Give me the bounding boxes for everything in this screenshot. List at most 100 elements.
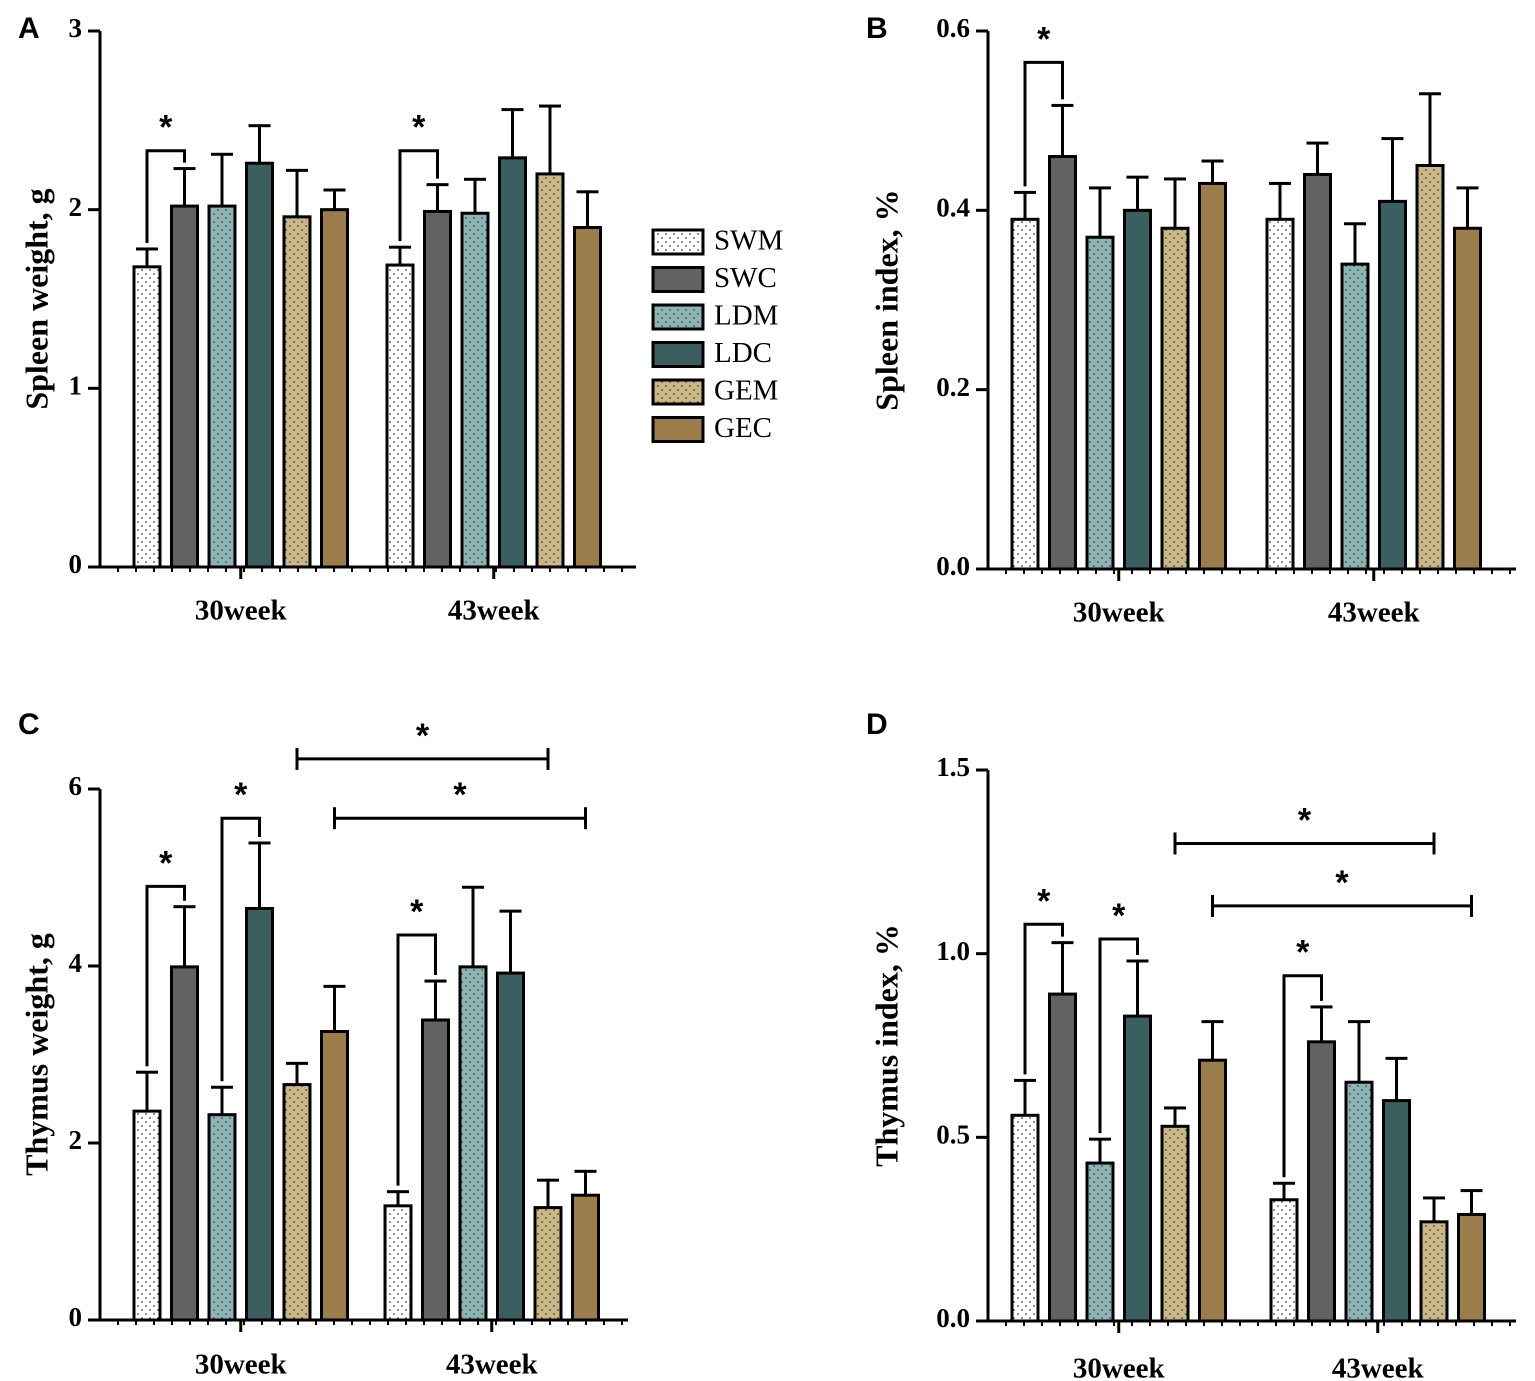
significance-bracket-a [145, 149, 186, 243]
bar-d-ldm-43week [1344, 1080, 1374, 1323]
legend-swatch-ldm [651, 303, 705, 331]
panel-label-c: C [18, 708, 40, 741]
y-tick-label-a: 0 [69, 549, 83, 579]
y-axis-label-a: Spleen weight, g [18, 188, 54, 409]
x-tick-label-d-30week: 30week [1073, 1353, 1166, 1381]
bar-d-swc-43week [1307, 1040, 1336, 1323]
panel-label-a: A [18, 12, 40, 45]
legend-label-ldc: LDC [714, 337, 772, 369]
legend-label-gec: GEC [714, 412, 772, 444]
bar-a-ldm-43week [460, 211, 490, 569]
bar-b-swm-43week [1265, 217, 1295, 571]
bar-c-swc-30week [170, 965, 199, 1322]
bar-a-gem-43week [535, 172, 565, 569]
bar-a-swc-30week [170, 204, 199, 569]
y-tick-label-d: 1.0 [936, 936, 970, 966]
panel-c: C Thymus weight, g 0 2 4 6 30week 43week * * * * * [18, 708, 628, 1381]
x-tick-label-c-30week: 30week [195, 1349, 288, 1381]
legend: SWM SWC LDM LDC GEM GEC [651, 225, 783, 444]
y-tick-label-a: 1 [69, 371, 83, 401]
y-tick-label-a: 3 [69, 13, 83, 43]
y-tick-label-b: 0.2 [936, 372, 970, 402]
panel-a: A Spleen weight, g 0 1 2 3 30week 43week * * [18, 12, 636, 627]
bar-a-gec-30week [320, 208, 349, 569]
panel-d: D Thymus index, % 0.0 0.5 1.0 1.5 30week 43week… [866, 708, 1516, 1381]
x-tick-label-b-43week: 43week [1328, 597, 1421, 629]
significance-bracket-b [1023, 60, 1064, 187]
legend-item-ldm: LDM [651, 300, 778, 332]
bar-c-ldc-43week [496, 971, 525, 1322]
legend-label-gem: GEM [714, 375, 778, 407]
bar-b-gem-30week [1160, 226, 1190, 571]
legend-swatch-gem [651, 378, 705, 406]
significance-star-c: * [453, 776, 467, 814]
y-tick-label-c: 4 [69, 948, 83, 978]
bar-b-ldc-30week [1123, 208, 1152, 571]
x-tick-label-b-30week: 30week [1073, 597, 1166, 629]
y-tick-label-d: 0.0 [936, 1303, 970, 1333]
bar-a-gec-43week [573, 226, 602, 569]
legend-item-ldc: LDC [651, 337, 772, 369]
bar-c-ldm-43week [458, 965, 488, 1322]
significance-bracket-d [1023, 922, 1064, 1075]
significance-star-d: * [1335, 864, 1349, 902]
bar-d-swm-30week [1010, 1113, 1040, 1323]
bar-a-ldc-43week [498, 156, 527, 569]
significance-bracket-d [1282, 974, 1323, 1178]
bar-c-gem-43week [533, 1206, 563, 1322]
bar-a-swc-43week [423, 209, 452, 569]
bar-b-gec-30week [1198, 181, 1227, 571]
bar-d-ldm-30week [1085, 1161, 1115, 1323]
significance-star-d: * [1298, 801, 1312, 839]
bar-c-swm-43week [383, 1204, 413, 1322]
bar-a-gem-30week [282, 215, 312, 569]
bar-b-swc-30week [1048, 155, 1077, 571]
x-tick-label-c-43week: 43week [446, 1349, 539, 1381]
bar-b-ldm-43week [1340, 262, 1370, 571]
significance-bracket-c [396, 933, 437, 1186]
bar-b-gec-43week [1453, 226, 1482, 571]
bar-d-gec-43week [1457, 1212, 1486, 1323]
x-tick-label-d-43week: 43week [1332, 1353, 1425, 1381]
y-tick-label-b: 0.4 [936, 193, 970, 223]
bar-c-gec-43week [571, 1193, 600, 1322]
bar-a-swm-43week [385, 263, 415, 569]
y-tick-label-b: 0.0 [936, 551, 970, 581]
bar-d-gec-30week [1198, 1058, 1227, 1323]
significance-bracket-c [220, 816, 261, 1082]
significance-bracket-c [145, 884, 186, 1067]
significance-star-b: * [1037, 20, 1051, 58]
y-tick-label-a: 2 [69, 192, 83, 222]
y-tick-label-d: 1.5 [936, 752, 970, 782]
significance-star-d: * [1296, 934, 1310, 972]
panel-label-d: D [866, 708, 888, 741]
bar-a-ldc-30week [245, 161, 274, 569]
bar-c-swc-43week [421, 1018, 450, 1322]
bar-d-swc-30week [1048, 992, 1077, 1323]
y-tick-label-b: 0.6 [936, 13, 970, 43]
legend-label-ldm: LDM [714, 300, 778, 332]
bar-b-swc-43week [1303, 172, 1332, 571]
significance-bracket-a [398, 149, 439, 242]
legend-swatch-swm [651, 228, 705, 256]
significance-star-d: * [1037, 882, 1051, 920]
significance-star-a: * [159, 109, 173, 147]
legend-swatch-gec [651, 416, 705, 443]
significance-star-c: * [234, 776, 248, 814]
y-axis-label-d: Thymus index, % [868, 924, 904, 1167]
significance-star-a: * [412, 109, 426, 147]
legend-swatch-ldc [651, 341, 705, 368]
bar-c-swm-30week [132, 1109, 162, 1322]
y-tick-label-d: 0.5 [936, 1120, 970, 1150]
panel-b: B Spleen index, % 0.0 0.2 0.4 0.6 30week 43week… [866, 12, 1516, 629]
bar-c-gem-30week [282, 1083, 312, 1322]
legend-label-swc: SWC [714, 262, 777, 294]
legend-label-swm: SWM [714, 225, 783, 257]
bar-d-gem-30week [1160, 1124, 1190, 1323]
significance-star-d: * [1112, 897, 1126, 935]
bar-c-ldm-30week [207, 1113, 237, 1322]
legend-swatch-swc [651, 266, 705, 293]
bar-d-gem-43week [1419, 1220, 1449, 1323]
bar-b-swm-30week [1010, 217, 1040, 571]
